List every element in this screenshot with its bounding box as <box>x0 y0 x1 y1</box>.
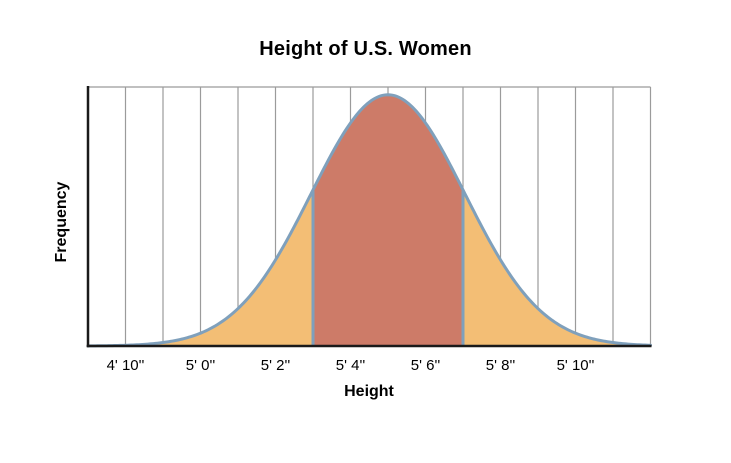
x-tick-label: 5' 4'' <box>336 357 366 374</box>
distribution-curve <box>86 93 652 348</box>
x-tick-label: 5' 2'' <box>261 357 291 374</box>
x-tick-label: 5' 0'' <box>186 357 216 374</box>
middle-band-region <box>313 94 463 347</box>
x-tick-label: 5' 8'' <box>486 357 516 374</box>
chart-title: Height of U.S. Women <box>259 38 472 60</box>
x-tick-label: 5' 10'' <box>557 357 595 374</box>
x-tick-label: 4' 10'' <box>107 357 145 374</box>
x-tick-label: 5' 6'' <box>411 357 441 374</box>
upper-tail-region <box>463 189 651 346</box>
lower-tail-region <box>88 189 313 346</box>
x-axis-label: Height <box>344 383 394 400</box>
